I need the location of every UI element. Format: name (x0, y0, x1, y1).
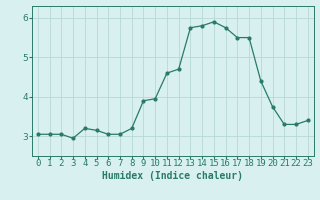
X-axis label: Humidex (Indice chaleur): Humidex (Indice chaleur) (102, 171, 243, 181)
